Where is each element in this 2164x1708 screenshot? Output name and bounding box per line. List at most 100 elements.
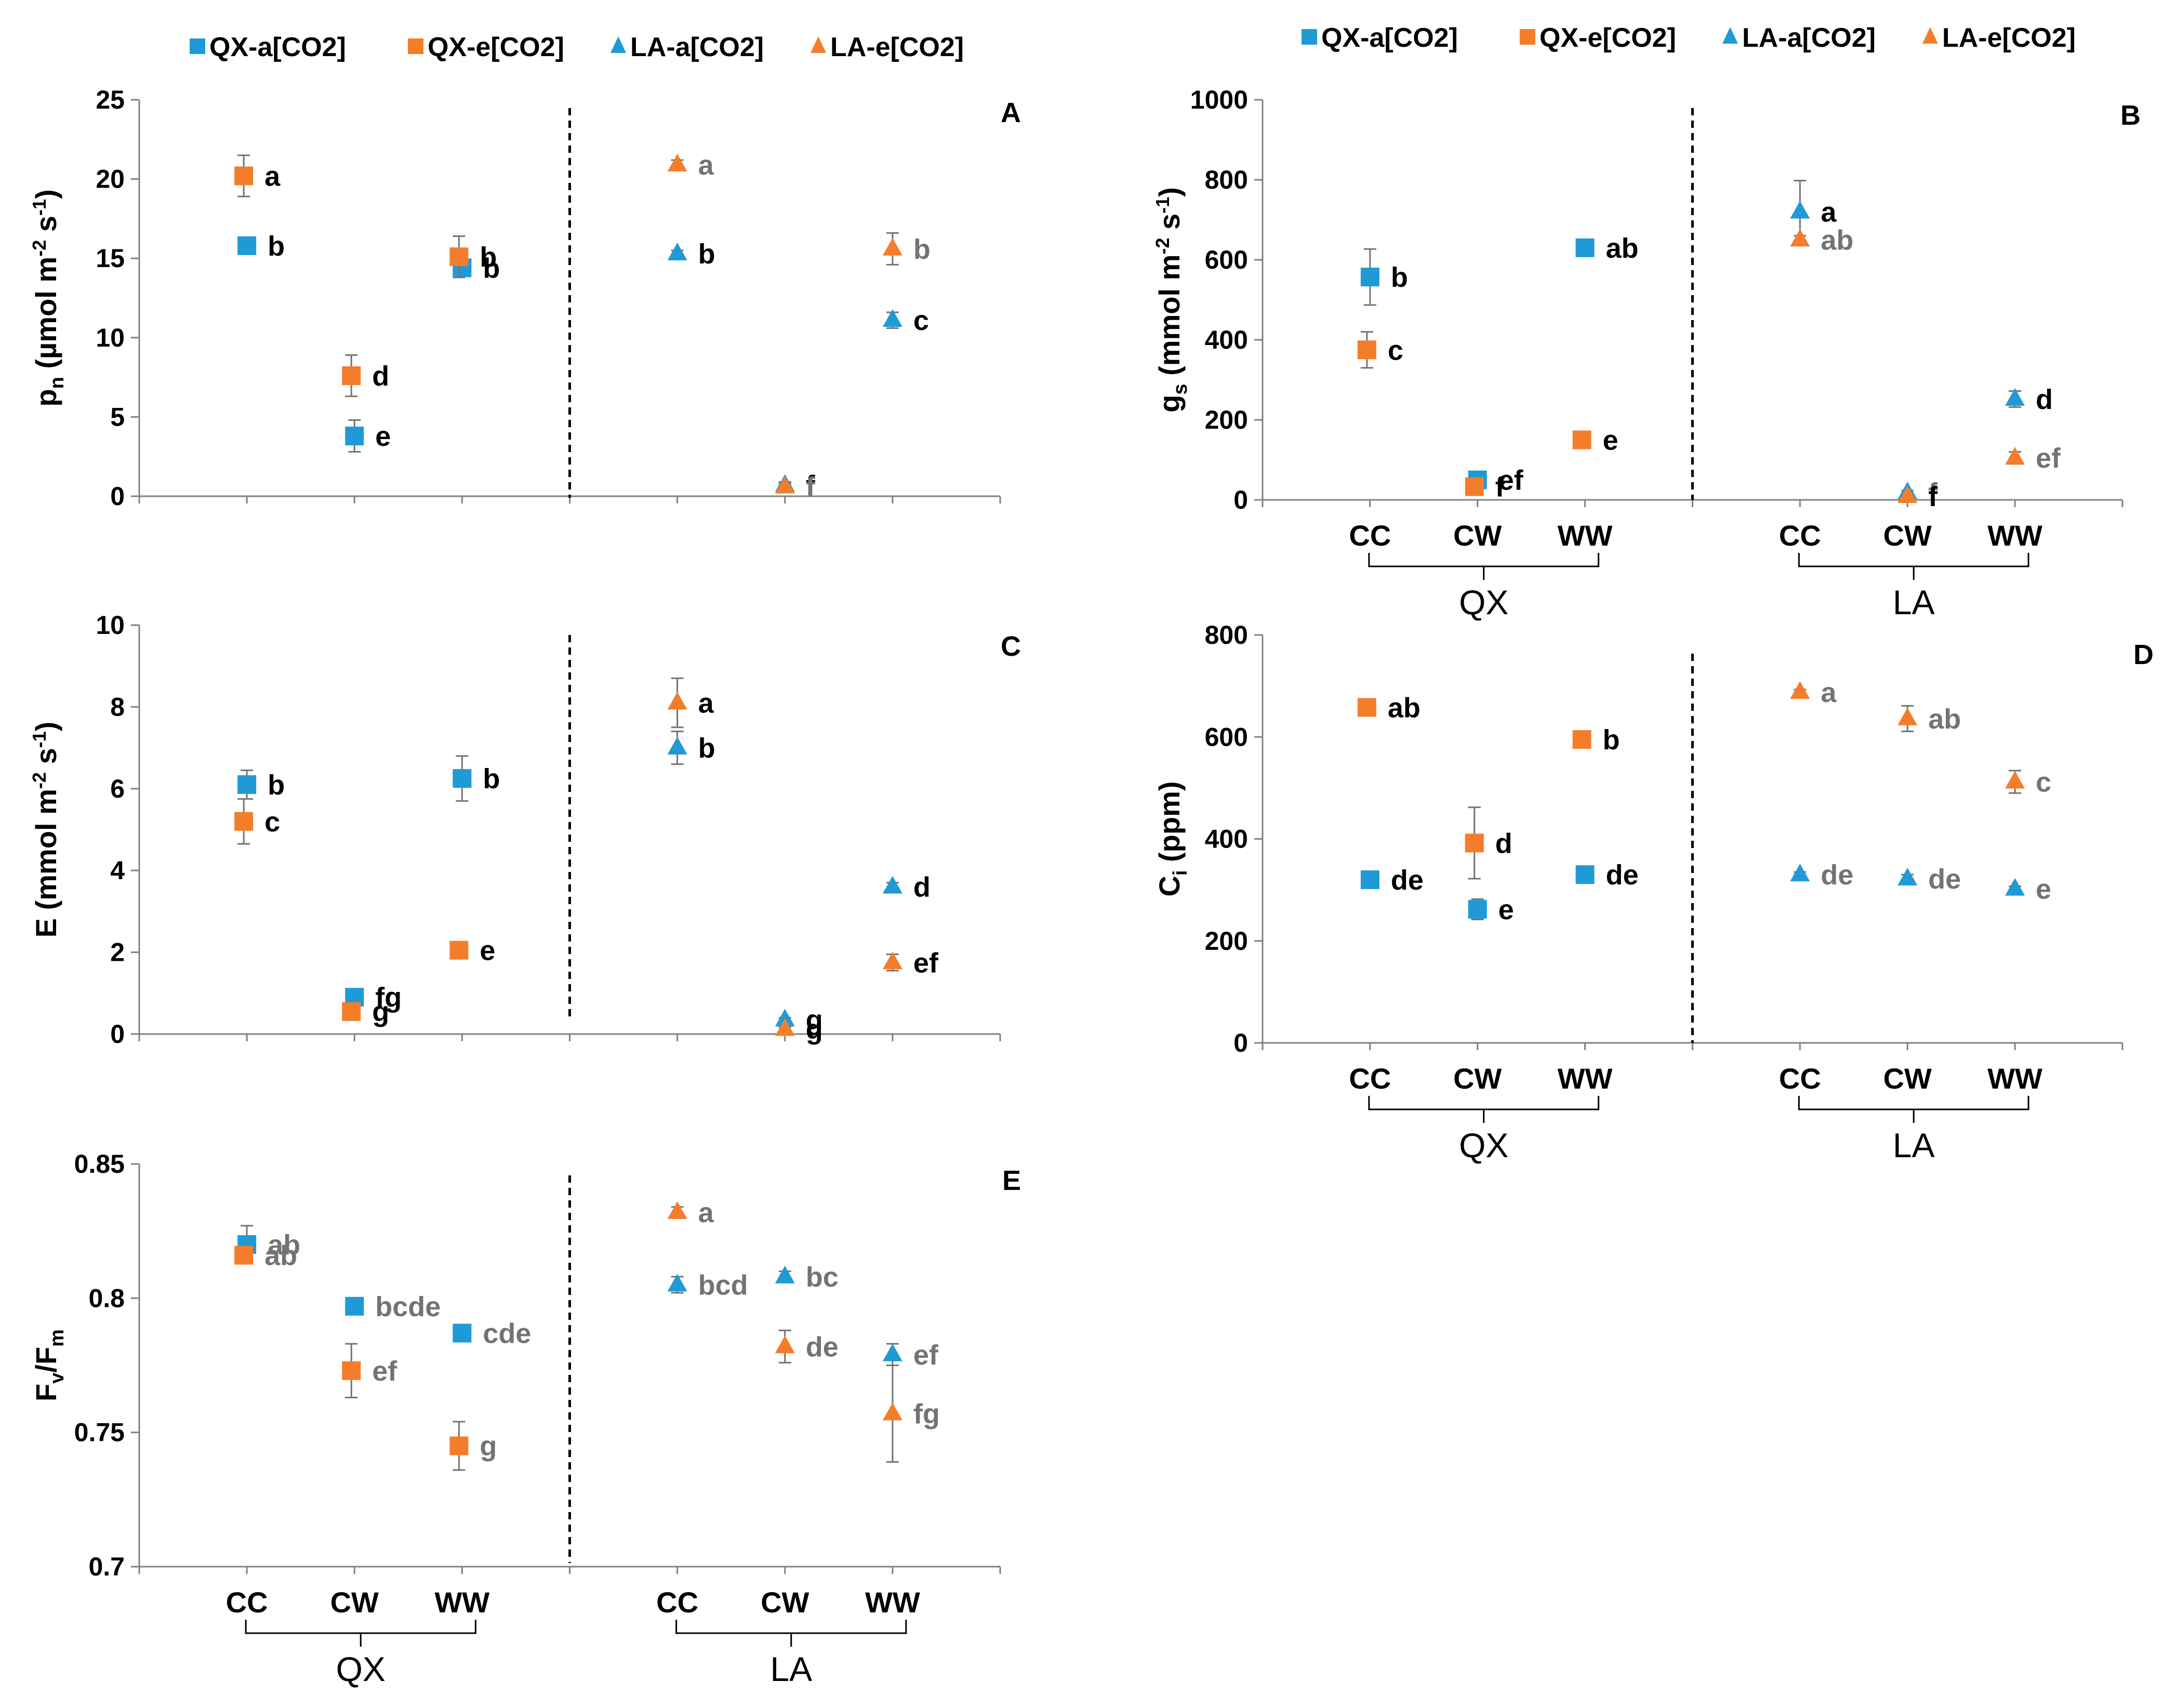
significance-letter: bc — [806, 1262, 839, 1293]
group-brace — [1368, 553, 1600, 580]
significance-letter: ef — [372, 1356, 397, 1387]
panel-b: 0 200 400 600 800 1000 Bgs (mmol m-2 s-1) CC CW W… — [1152, 85, 2141, 621]
significance-letter: f — [1928, 481, 1938, 512]
group-label: QX — [1459, 583, 1508, 621]
y-tick-label: 800 — [1205, 165, 1248, 194]
significance-letter: ef — [913, 1340, 939, 1371]
significance-letter: de — [1606, 859, 1639, 891]
x-category-label: WW — [1987, 519, 2042, 552]
data-point — [1790, 229, 1810, 247]
significance-letter: fg — [375, 982, 402, 1013]
y-tick-label: 15 — [96, 244, 125, 273]
significance-letter: e — [375, 421, 391, 452]
y-axis-title: E (mmol m-2 s-1) — [29, 722, 62, 938]
y-tick-label: 0.85 — [74, 1149, 125, 1179]
group-brace — [675, 1620, 907, 1647]
legend-marker — [1302, 29, 1317, 45]
significance-letter: ef — [1498, 465, 1524, 496]
y-tick-label: 5 — [110, 402, 125, 431]
y-tick-label: 25 — [96, 85, 125, 114]
significance-letter: f — [1928, 478, 1938, 509]
y-tick-label: 0 — [110, 482, 125, 511]
data-point — [2005, 388, 2025, 406]
group-label: QX — [336, 1650, 386, 1688]
y-axis-title: pn (µmol m-2 s-1) — [29, 189, 68, 406]
group-brace — [1368, 1096, 1600, 1123]
x-category-label: CW — [1883, 519, 1932, 552]
significance-letter: a — [1821, 677, 1837, 708]
y-tick-label: 0.75 — [74, 1418, 125, 1447]
y-tick-label: 10 — [96, 323, 125, 352]
y-tick-label: 800 — [1205, 620, 1248, 650]
significance-letter: bcde — [375, 1291, 441, 1322]
y-tick-label: 4 — [110, 856, 125, 885]
x-category-label: WW — [1987, 1062, 2042, 1095]
y-axis-title: Fv/Fm — [30, 1329, 68, 1401]
y-tick-label: 8 — [110, 692, 125, 721]
significance-letter: b — [268, 231, 285, 262]
significance-letter: b — [698, 733, 715, 764]
y-tick-label: 0 — [1233, 1028, 1248, 1057]
panel-label: D — [2133, 639, 2154, 670]
x-category-label: CC — [1779, 1062, 1821, 1095]
data-point — [667, 154, 687, 172]
significance-letter: b — [483, 763, 500, 795]
x-category-label: WW — [1558, 519, 1613, 552]
data-point — [882, 876, 902, 894]
x-category-label: CW — [761, 1586, 809, 1619]
data-point — [882, 1343, 902, 1361]
significance-letter: b — [1391, 262, 1408, 293]
significance-letter: a — [1821, 197, 1837, 228]
y-tick-label: 0.8 — [88, 1283, 125, 1313]
significance-letter: de — [806, 1331, 839, 1362]
significance-letter: g — [806, 1014, 823, 1045]
significance-letter: c — [1388, 335, 1403, 366]
significance-letter: fg — [913, 1399, 940, 1430]
y-tick-label: 0 — [110, 1019, 125, 1049]
panel-e: 0.7 0.75 0.8 0.85 E Fv/Fm CC CW WW QX CC CW WW LA ab bc… — [30, 1149, 1021, 1688]
significance-letter: ab — [264, 1240, 297, 1272]
data-point — [1357, 698, 1376, 717]
data-point — [775, 1265, 795, 1283]
significance-letter: ab — [268, 1229, 300, 1261]
data-point — [345, 1296, 364, 1316]
legend-marker — [408, 38, 423, 54]
significance-letter: bcd — [698, 1270, 748, 1301]
data-point — [1897, 485, 1918, 503]
group-brace — [245, 1620, 476, 1647]
data-point — [667, 692, 687, 710]
data-point — [345, 427, 364, 446]
x-category-label: CW — [1883, 1062, 1932, 1095]
data-point — [882, 237, 902, 256]
data-point — [2005, 771, 2025, 789]
data-point — [234, 166, 254, 186]
x-category-label: CC — [1349, 1062, 1391, 1095]
data-point — [1575, 865, 1595, 884]
legend-label: LA-e[CO2] — [1942, 23, 2076, 53]
significance-letter: ab — [1606, 233, 1639, 264]
data-point — [449, 247, 469, 267]
significance-letter: b — [1603, 724, 1620, 756]
data-point — [882, 309, 902, 327]
significance-letter: f — [806, 472, 816, 503]
x-category-label: WW — [435, 1586, 490, 1619]
data-point — [1897, 867, 1918, 885]
x-category-label: WW — [1558, 1062, 1613, 1095]
legend-label: QX-e[CO2] — [1539, 23, 1676, 53]
significance-letter: ef — [2036, 443, 2061, 474]
x-category-label: WW — [865, 1586, 920, 1619]
significance-letter: d — [2036, 384, 2053, 415]
data-point — [667, 1201, 687, 1219]
y-tick-label: 600 — [1205, 245, 1248, 274]
significance-letter: ab — [1928, 704, 1961, 735]
legend-label: QX-a[CO2] — [209, 32, 346, 62]
data-point — [1468, 899, 1487, 919]
data-point — [1790, 681, 1810, 699]
significance-letter: a — [264, 161, 281, 192]
y-tick-label: 6 — [110, 774, 125, 803]
data-point — [449, 1436, 469, 1455]
data-point — [667, 737, 687, 755]
panel-label: A — [1001, 97, 1021, 128]
